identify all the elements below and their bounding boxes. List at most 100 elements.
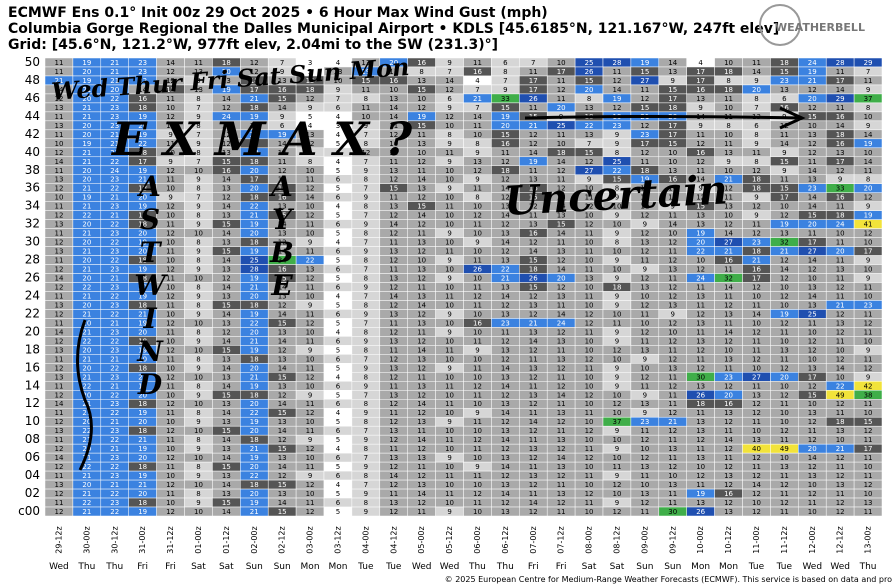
cell-value: 11 xyxy=(780,176,789,184)
cell-value: 12 xyxy=(501,221,510,229)
cell-value: 13 xyxy=(501,454,510,462)
cell-value: 11 xyxy=(696,355,705,363)
cell-value: 8 xyxy=(196,95,200,103)
cell-value: 26 xyxy=(473,266,482,274)
cell-value: 23 xyxy=(110,104,119,112)
cell-value: 12 xyxy=(696,194,705,202)
cell-value: 10 xyxy=(585,284,594,292)
cell-value: 14 xyxy=(557,391,566,399)
cell-value: 12 xyxy=(54,266,63,274)
cell-value: 4 xyxy=(336,481,341,489)
member-label: 50 xyxy=(25,55,40,69)
cell-value: 13 xyxy=(278,203,287,211)
cell-value: 16 xyxy=(417,59,426,67)
cell-value: 21 xyxy=(54,77,63,85)
cell-value: 12 xyxy=(668,319,677,327)
cell-value: 9 xyxy=(447,158,451,166)
cell-value: 12 xyxy=(780,481,789,489)
cell-value: 7 xyxy=(531,59,535,67)
cell-value: 5 xyxy=(336,140,340,148)
cell-value: 21 xyxy=(110,355,119,363)
cell-value: 10 xyxy=(836,346,845,354)
cell-value: 6 xyxy=(336,284,341,292)
cell-value: 20 xyxy=(82,239,91,247)
cell-value: 32 xyxy=(780,239,789,247)
cell-value: 16 xyxy=(529,230,538,238)
cell-value: 12 xyxy=(417,445,426,453)
cell-value: 10 xyxy=(836,436,845,444)
cell-value: 14 xyxy=(836,364,845,372)
cell-value: 11 xyxy=(752,418,761,426)
cell-value: 9 xyxy=(196,266,200,274)
cell-value: 15 xyxy=(808,212,817,220)
day-label: Sat xyxy=(191,562,206,572)
cell-value: 11 xyxy=(864,508,873,516)
cell-value: 10 xyxy=(417,257,426,265)
cell-value: 11 xyxy=(752,301,761,309)
cell-value: 12 xyxy=(166,292,175,300)
cell-value: 12 xyxy=(640,95,649,103)
cell-value: 13 xyxy=(278,230,287,238)
cell-value: 10 xyxy=(836,373,845,381)
time-label: 12-00z xyxy=(808,526,817,553)
time-label: 09-12z xyxy=(668,526,677,553)
cell-value: 17 xyxy=(752,275,761,283)
cell-value: 21 xyxy=(82,149,91,157)
cell-value: 14 xyxy=(724,230,733,238)
cell-value: 21 xyxy=(82,472,91,480)
cell-value: 19 xyxy=(82,59,91,67)
cell-value: 10 xyxy=(724,104,733,112)
cell-value: 17 xyxy=(836,158,845,166)
cell-value: 6 xyxy=(336,149,341,157)
cell-value: 4 xyxy=(336,59,341,67)
cell-value: 18 xyxy=(250,77,259,85)
cell-value: 21 xyxy=(250,337,259,345)
cell-value: 13 xyxy=(585,131,594,139)
cell-value: 11 xyxy=(389,266,398,274)
cell-value: 9 xyxy=(866,257,870,265)
handwritten-note: ASTWIND xyxy=(131,170,166,401)
cell-value: 19 xyxy=(696,490,705,498)
cell-value: 10 xyxy=(445,373,454,381)
cell-value: 13 xyxy=(417,454,426,462)
cell-value: 11 xyxy=(389,319,398,327)
cell-value: 10 xyxy=(585,212,594,220)
cell-value: 11 xyxy=(836,275,845,283)
day-label: Thu xyxy=(859,562,877,572)
cell-value: 12 xyxy=(54,310,63,318)
cell-value: 10 xyxy=(585,257,594,265)
cell-value: 10 xyxy=(166,149,175,157)
cell-value: 12 xyxy=(501,355,510,363)
cell-value: 19 xyxy=(361,68,370,76)
member-label: 48 xyxy=(25,73,40,87)
cell-value: 19 xyxy=(250,113,259,121)
cell-value: 12 xyxy=(808,149,817,157)
day-label: Fri xyxy=(528,562,539,572)
cell-value: 11 xyxy=(864,400,873,408)
cell-value: 10 xyxy=(752,427,761,435)
cell-value: 13 xyxy=(696,221,705,229)
cell-value: 10 xyxy=(473,355,482,363)
day-label: Sun xyxy=(274,562,291,572)
cell-value: 14 xyxy=(278,427,287,435)
cell-value: 22 xyxy=(110,185,119,193)
cell-value: 13 xyxy=(222,418,231,426)
cell-value: 23 xyxy=(110,400,119,408)
cell-value: 10 xyxy=(445,355,454,363)
cell-value: 19 xyxy=(250,346,259,354)
cell-value: 18 xyxy=(138,364,147,372)
cell-value: 10 xyxy=(724,346,733,354)
cell-value: 14 xyxy=(54,86,63,94)
cell-value: 22 xyxy=(501,266,510,274)
cell-value: 18 xyxy=(250,391,259,399)
cell-value: 11 xyxy=(640,203,649,211)
cell-value: 11 xyxy=(557,427,566,435)
cell-value: 19 xyxy=(138,266,147,274)
cell-value: 11 xyxy=(54,409,63,417)
cell-value: 11 xyxy=(836,490,845,498)
cell-value: 20 xyxy=(82,257,91,265)
cell-value: 9 xyxy=(196,391,200,399)
cell-value: 12 xyxy=(640,149,649,157)
cell-value: 20 xyxy=(82,68,91,76)
